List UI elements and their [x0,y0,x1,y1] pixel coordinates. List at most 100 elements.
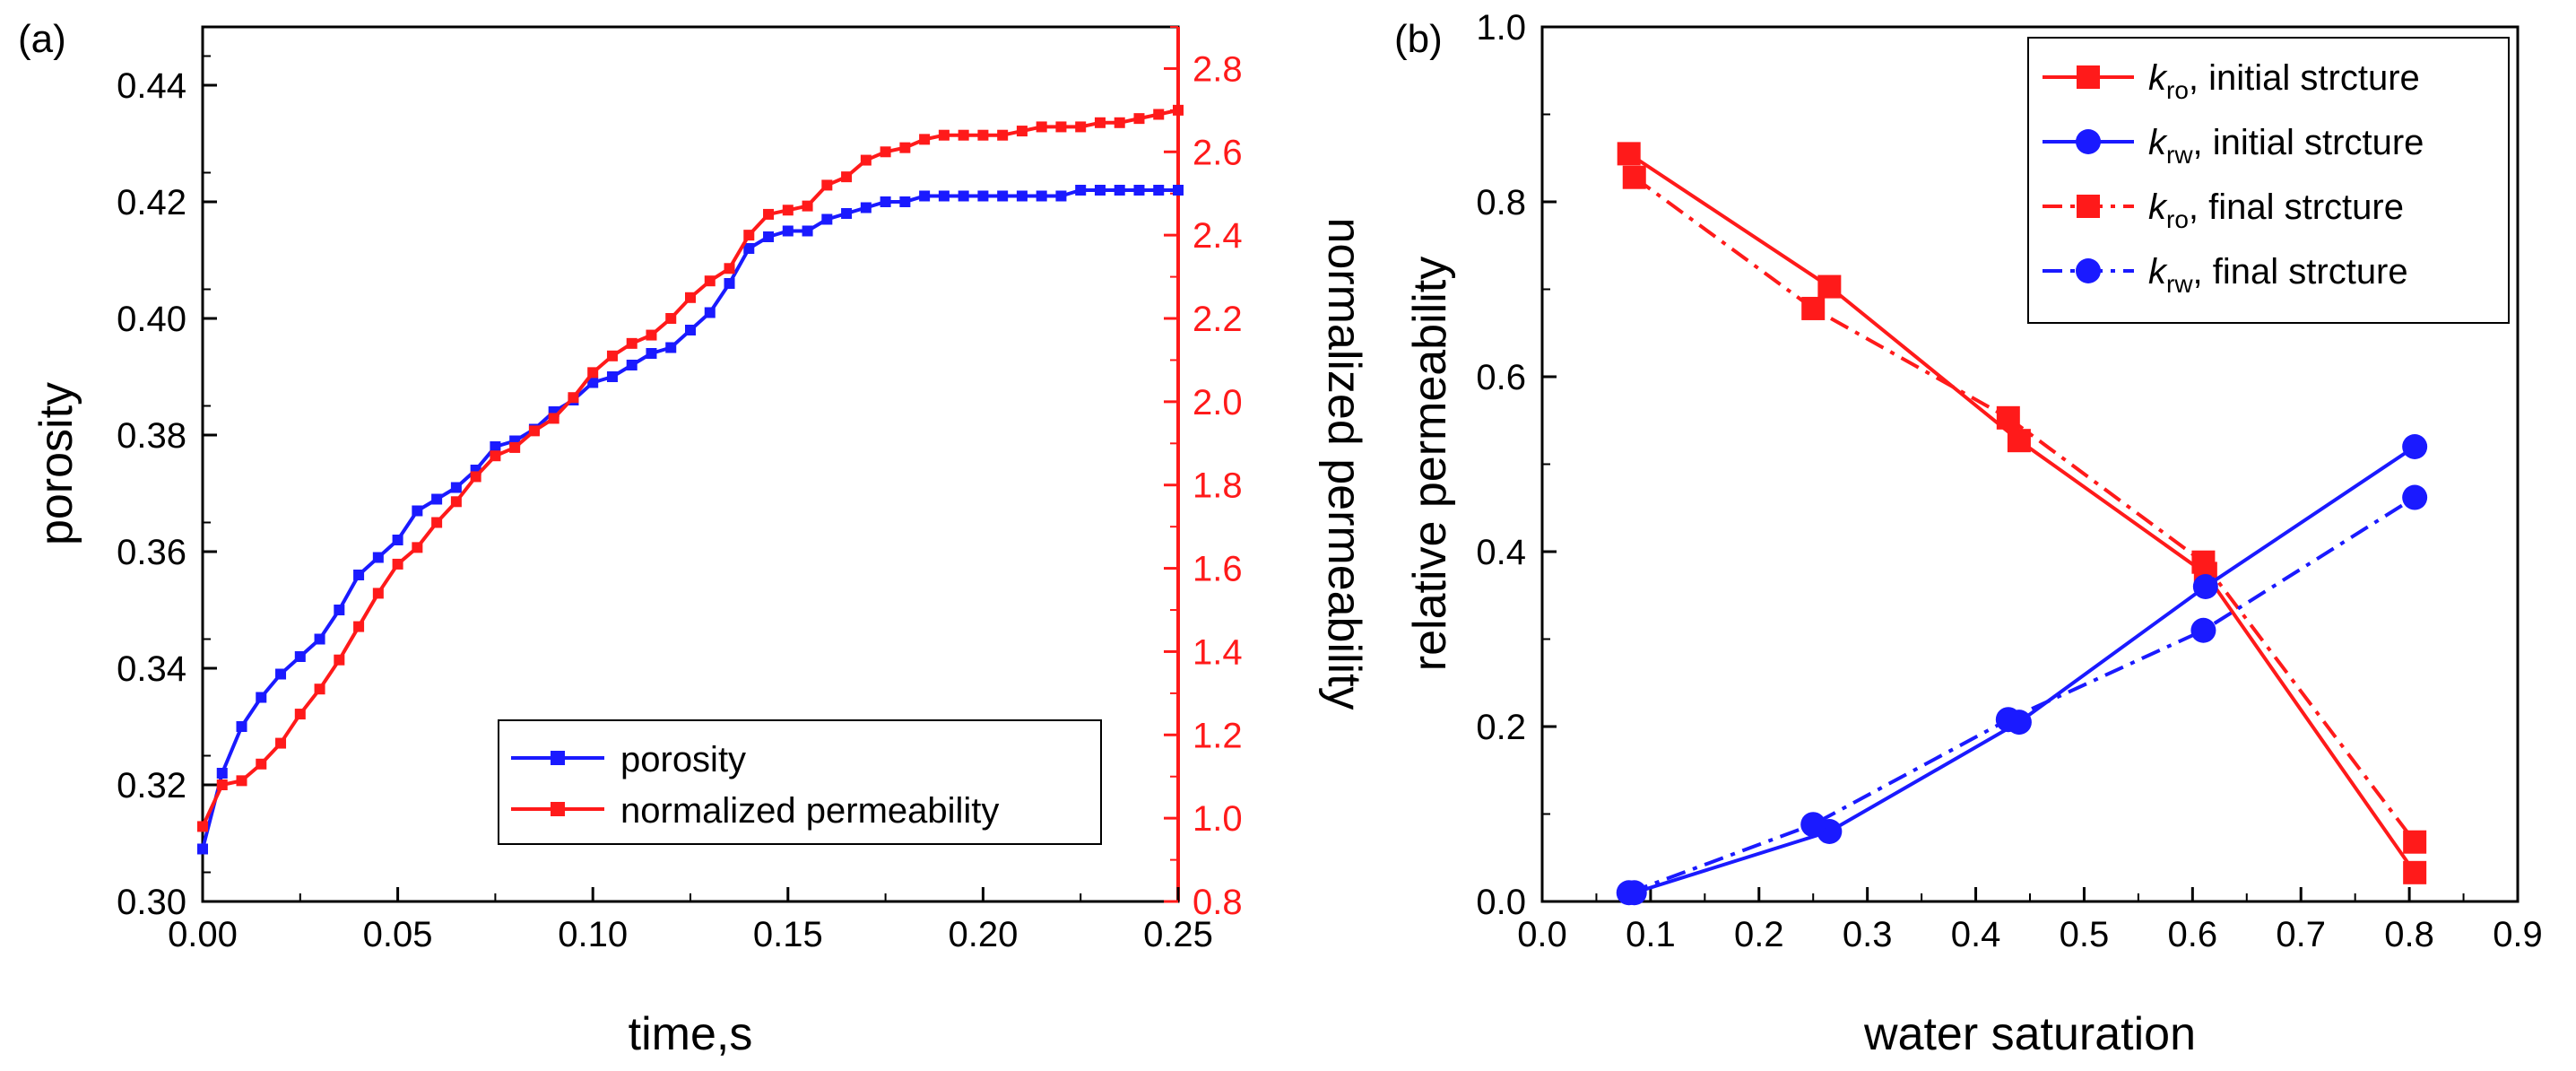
a-series-1-point [724,263,735,274]
b-x-tick-label: 0.7 [2276,915,2326,954]
b-y-tick-label: 0.2 [1476,708,1526,747]
a-y-right-tick-label: 2.6 [1193,133,1243,172]
a-series-line-1 [201,108,1179,828]
b-series-3-point [1616,880,1642,906]
a-series-1-point [997,129,1009,141]
a-series-0-point [743,243,755,254]
b-x-tick-label: 0.9 [2493,915,2543,954]
b-legend-marker-0 [2077,65,2100,89]
b-legend-label-1: krw, initial strcture [2148,123,2424,169]
b-series-2-point [2191,550,2216,574]
a-series-1-point [1094,117,1106,128]
a-y-left-tick-label: 0.44 [117,66,186,106]
a-series-1-point [841,171,853,183]
a-series-1-point [353,621,365,632]
a-series-0-point [353,570,365,580]
a-series-0-point [977,190,989,202]
legend-permeability-marker [551,802,565,816]
a-series-1-point [236,775,247,787]
b-legend-marker-1 [2076,129,2101,154]
a-y-right-tick-label: 1.4 [1193,632,1243,672]
b-y-tick-label: 0.0 [1476,883,1526,922]
b-x-tick-label: 0.0 [1517,915,1567,954]
panel-b-label: (b) [1394,17,1443,61]
panel-a-legend: porosity normalized permeability [498,719,1102,845]
a-series-0-point [450,482,462,493]
a-series-1-point [782,205,794,216]
a-series-0-point [821,213,833,225]
panel-b-y-axis-label: relative permeability [1404,257,1456,671]
b-series-0-point [2007,429,2031,453]
a-x-tick-label: 0.15 [753,915,823,954]
a-y-right-tick-label: 2.8 [1193,49,1243,89]
b-series-2-point [1801,296,1826,320]
panel-a-left-axis-label: porosity [30,382,82,545]
a-series-0-point [685,325,696,335]
b-series-2-point [2403,830,2427,854]
a-series-1-point [685,292,696,303]
a-series-1-point [704,275,716,287]
a-series-0-point [1114,185,1125,196]
b-series-0-point [1617,142,1641,166]
legend-porosity-marker [551,751,565,765]
a-series-1-point [470,471,481,483]
a-series-1-point [1036,121,1047,133]
a-series-1-point [548,413,559,424]
b-legend-label-0: kro, initial strcture [2148,58,2420,104]
a-y-right-tick-label: 1.2 [1193,716,1243,755]
a-series-1-point [1133,113,1145,125]
a-series-0-point [1016,190,1028,202]
a-series-1-point [763,208,775,220]
b-series-line-1 [1634,445,2416,895]
a-series-0-point [958,190,969,202]
a-series-0-point [334,605,345,615]
b-x-tick-label: 0.8 [2384,915,2434,954]
a-series-0-point [880,196,891,207]
panel-a-label: (a) [18,17,66,61]
b-series-1-point [2402,434,2428,459]
a-x-tick-label: 0.25 [1143,915,1213,954]
a-y-right-tick-label: 2.0 [1193,383,1243,422]
a-series-0-point [197,843,208,855]
a-series-1-point [958,129,969,141]
panel-a-x-axis-label: time,s [629,1008,753,1060]
a-series-0-point [802,225,813,237]
panel-b-relative-permeability-chart: (b) water saturation relative permeabili… [1394,8,2543,1060]
a-series-1-point [802,200,813,212]
a-series-0-point [587,377,599,388]
panel-a-legend-box [498,719,1102,845]
b-y-tick-label: 0.4 [1476,533,1526,572]
a-series-0-point [1036,190,1047,202]
a-series-1-point [450,496,462,508]
a-series-0-point [938,190,950,202]
b-x-tick-label: 0.6 [2168,915,2218,954]
a-series-1-point [412,542,423,553]
a-series-1-point [587,367,599,379]
a-series-1-point [646,329,657,341]
a-series-0-point [216,768,228,779]
b-legend-marker-3 [2076,258,2101,283]
a-series-1-point [314,684,325,695]
a-series-0-point [841,208,853,219]
a-series-1-point [606,350,618,361]
a-y-left-tick-label: 0.34 [117,649,186,689]
b-x-tick-label: 0.5 [2060,915,2110,954]
a-series-1-point [1016,126,1028,137]
panel-b-legend: kro, initial strcture krw, initial strctu… [2027,37,2510,324]
a-x-tick-label: 0.00 [168,915,238,954]
a-series-0-point [372,552,384,563]
panel-a-right-axis-label: normalized permeability [1318,217,1370,710]
a-series-1-point [899,142,911,153]
a-y-left-tick-label: 0.30 [117,883,186,922]
a-series-1-point [490,450,501,462]
b-series-0-point [1817,274,1842,299]
a-y-right-tick-label: 2.2 [1193,300,1243,339]
a-series-0-point [256,692,267,703]
a-series-1-point [1173,104,1184,116]
a-series-0-point [1173,185,1184,196]
a-y-left-tick-label: 0.38 [117,416,186,456]
b-legend-label-2: kro, final strcture [2148,187,2404,233]
a-series-0-point [275,668,287,680]
b-series-2-point [1622,165,1646,189]
